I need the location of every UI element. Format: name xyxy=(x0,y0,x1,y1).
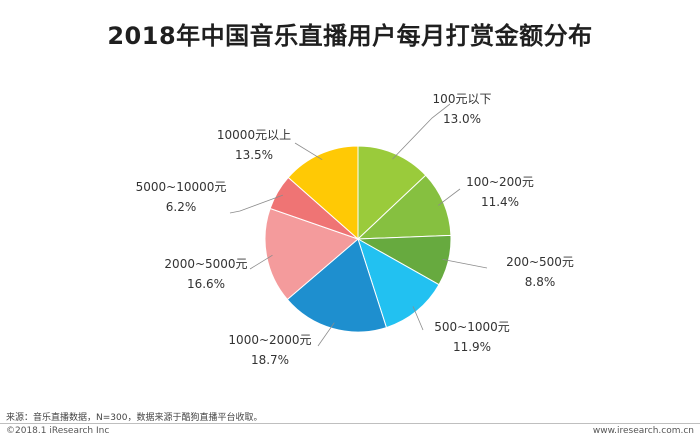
source-note: 来源：音乐直播数据，N=300，数据来源于酷狗直播平台收取。 xyxy=(6,413,263,423)
leader-line xyxy=(317,322,335,347)
leader-line xyxy=(412,306,424,331)
slice-category-label: 200~500元 xyxy=(506,255,574,269)
pie-slice xyxy=(287,145,359,241)
slice-category-label: 1000~2000元 xyxy=(228,333,311,347)
pie-slice xyxy=(356,174,452,240)
leader-line xyxy=(294,142,323,161)
slice-category-label: 2000~5000元 xyxy=(164,257,247,271)
website-text: www.iresearch.com.cn xyxy=(592,426,694,436)
chart-title: 2018年中国音乐直播用户每月打赏金额分布 xyxy=(107,22,593,50)
pie-slice xyxy=(357,237,440,329)
slice-value-label: 11.9% xyxy=(453,340,491,354)
leader-line xyxy=(249,254,273,270)
slice-value-label: 8.8% xyxy=(525,275,556,289)
slice-value-label: 18.7% xyxy=(251,353,289,367)
copyright-text: ©2018.1 iResearch Inc xyxy=(6,426,110,436)
slice-value-label: 16.6% xyxy=(187,277,225,291)
slice-category-label: 10000元以上 xyxy=(217,128,291,142)
pie-slice xyxy=(357,145,427,241)
slice-value-label: 13.5% xyxy=(235,148,273,162)
slice-value-label: 6.2% xyxy=(166,200,197,214)
slice-value-label: 11.4% xyxy=(481,195,519,209)
leader-line xyxy=(392,103,451,160)
pie-slice xyxy=(286,238,388,333)
slice-value-label: 13.0% xyxy=(443,112,481,126)
leader-line xyxy=(437,188,461,206)
slice-category-label: 5000~10000元 xyxy=(136,180,227,194)
leader-line xyxy=(442,259,488,269)
footer-divider xyxy=(0,423,700,424)
pie-slices xyxy=(264,145,452,333)
slice-category-label: 100~200元 xyxy=(466,175,534,189)
slice-category-label: 100元以下 xyxy=(433,92,492,106)
leader-line xyxy=(229,194,284,214)
slice-category-label: 500~1000元 xyxy=(434,320,510,334)
pie-labels: 100元以下 13.0% 100~200元 11.4% 200~500元 8.8% 500~… xyxy=(136,92,574,367)
